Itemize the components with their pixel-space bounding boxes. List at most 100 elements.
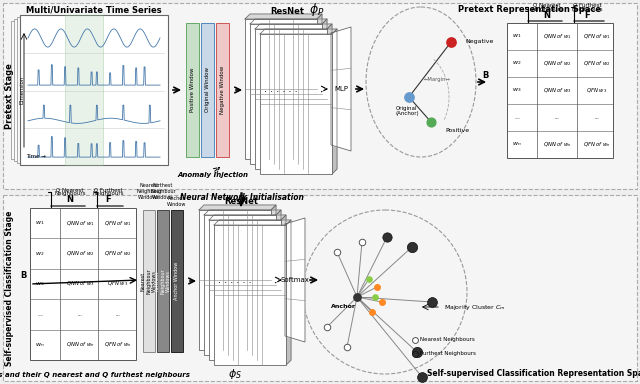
Text: Q Furthest: Q Furthest	[93, 187, 122, 192]
Text: $\phi_P$: $\phi_P$	[309, 0, 324, 18]
Bar	[3, 3, 637, 189]
Text: $w_3$: $w_3$	[512, 86, 522, 94]
Text: Nearest
Neighbour
Windows: Nearest Neighbour Windows	[141, 268, 157, 294]
Point	[410, 351, 420, 357]
Text: Positive Window: Positive Window	[190, 68, 195, 112]
Text: ResNet: ResNet	[224, 197, 258, 207]
Text: ...: ...	[37, 312, 43, 317]
Text: QFN of $w_1$: QFN of $w_1$	[104, 219, 132, 228]
Bar	[214, 225, 286, 365]
Point	[427, 299, 437, 305]
Point	[407, 244, 417, 250]
Polygon shape	[209, 215, 286, 220]
Bar	[171, 210, 183, 352]
Bar	[507, 23, 613, 158]
Point	[357, 239, 367, 245]
Text: Self-supervised Classification Representation Space: Self-supervised Classification Represent…	[427, 369, 640, 379]
Point	[417, 374, 427, 380]
Bar	[209, 220, 281, 360]
Polygon shape	[332, 29, 337, 174]
Text: $w_n$: $w_n$	[512, 141, 522, 149]
Text: QNN of $w_1$: QNN of $w_1$	[66, 219, 94, 228]
Text: QFN of $w_n$: QFN of $w_n$	[583, 140, 611, 149]
Bar	[65, 15, 103, 165]
Text: QFN of $w_2$: QFN of $w_2$	[104, 249, 132, 258]
Text: QNN of $w_1$: QNN of $w_1$	[543, 32, 572, 41]
Text: QFN of $w_2$: QFN of $w_2$	[583, 59, 611, 68]
Text: F: F	[105, 195, 111, 205]
Bar	[245, 19, 317, 159]
Bar	[17, 17, 165, 163]
Text: Anchor Window: Anchor Window	[175, 262, 179, 300]
Bar	[201, 23, 214, 157]
Text: Negative Window: Negative Window	[220, 66, 225, 114]
Text: QNN of $w_2$: QNN of $w_2$	[66, 249, 94, 258]
Bar	[216, 23, 229, 157]
Point	[412, 349, 422, 355]
Point	[410, 337, 420, 343]
Point	[352, 294, 362, 300]
Bar	[204, 215, 276, 355]
Polygon shape	[281, 215, 286, 360]
Point	[446, 39, 456, 45]
Text: MLP: MLP	[334, 86, 348, 92]
Text: Negative: Negative	[465, 40, 493, 45]
Text: Neighbours: Neighbours	[531, 7, 563, 12]
Text: ...: ...	[595, 115, 600, 120]
Text: Neural Network Initialisation: Neural Network Initialisation	[180, 192, 304, 202]
Text: Pretext Representation Space: Pretext Representation Space	[458, 5, 602, 15]
Text: Furthest
Neighbour
Windows: Furthest Neighbour Windows	[150, 184, 176, 200]
Polygon shape	[271, 205, 276, 350]
Bar	[250, 24, 322, 164]
Point	[322, 324, 332, 330]
Text: . . . . . .: . . . . . .	[264, 84, 298, 94]
Polygon shape	[204, 210, 281, 215]
Bar	[199, 210, 271, 350]
Point	[332, 249, 342, 255]
Text: Anchor
Window: Anchor Window	[167, 196, 187, 207]
Text: Positive: Positive	[445, 127, 469, 132]
Point	[382, 234, 392, 240]
Text: $w_n$: $w_n$	[35, 341, 45, 349]
Text: Furthest Neighbours: Furthest Neighbours	[420, 351, 476, 356]
Text: QFN $w_3$: QFN $w_3$	[586, 86, 607, 95]
Text: Neighbours: Neighbours	[54, 192, 86, 197]
Text: Anomaly Injection: Anomaly Injection	[177, 172, 248, 178]
Polygon shape	[331, 27, 351, 151]
Point	[364, 276, 374, 282]
Polygon shape	[250, 19, 327, 24]
Text: Original Window: Original Window	[205, 68, 210, 113]
Text: ...: ...	[116, 312, 120, 317]
Point	[404, 94, 414, 100]
Text: Dimension: Dimension	[19, 76, 24, 104]
Text: QNN of $w_n$: QNN of $w_n$	[65, 340, 95, 349]
Text: $w_1$: $w_1$	[35, 219, 45, 227]
Text: Nearest
Neighbour
Windows: Nearest Neighbour Windows	[136, 184, 162, 200]
Text: QNN of $w_n$: QNN of $w_n$	[543, 140, 572, 149]
Text: Q Nearest: Q Nearest	[56, 187, 84, 192]
Polygon shape	[214, 220, 291, 225]
Bar	[30, 208, 136, 360]
Polygon shape	[255, 24, 332, 29]
Text: Q Nearest: Q Nearest	[533, 3, 561, 8]
Text: B: B	[20, 271, 26, 280]
Text: Anchor: Anchor	[330, 305, 355, 310]
Text: Self-supervised Classification Stage: Self-supervised Classification Stage	[6, 210, 15, 366]
Text: $w_2$: $w_2$	[35, 250, 45, 258]
Polygon shape	[276, 210, 281, 355]
Text: N: N	[543, 10, 550, 20]
Text: Furthest
Neighbour
Windows: Furthest Neighbour Windows	[155, 268, 172, 294]
Bar	[3, 195, 637, 381]
Bar	[11, 21, 159, 159]
Polygon shape	[285, 218, 305, 342]
Polygon shape	[322, 19, 327, 164]
Text: $w_1$: $w_1$	[512, 33, 522, 40]
Point	[372, 284, 382, 290]
Text: $w_3$: $w_3$	[35, 280, 45, 288]
Polygon shape	[286, 220, 291, 365]
Text: N: N	[67, 195, 74, 205]
Point	[377, 299, 387, 305]
Polygon shape	[199, 205, 276, 210]
Bar	[20, 15, 168, 165]
Text: Time →: Time →	[26, 154, 46, 159]
